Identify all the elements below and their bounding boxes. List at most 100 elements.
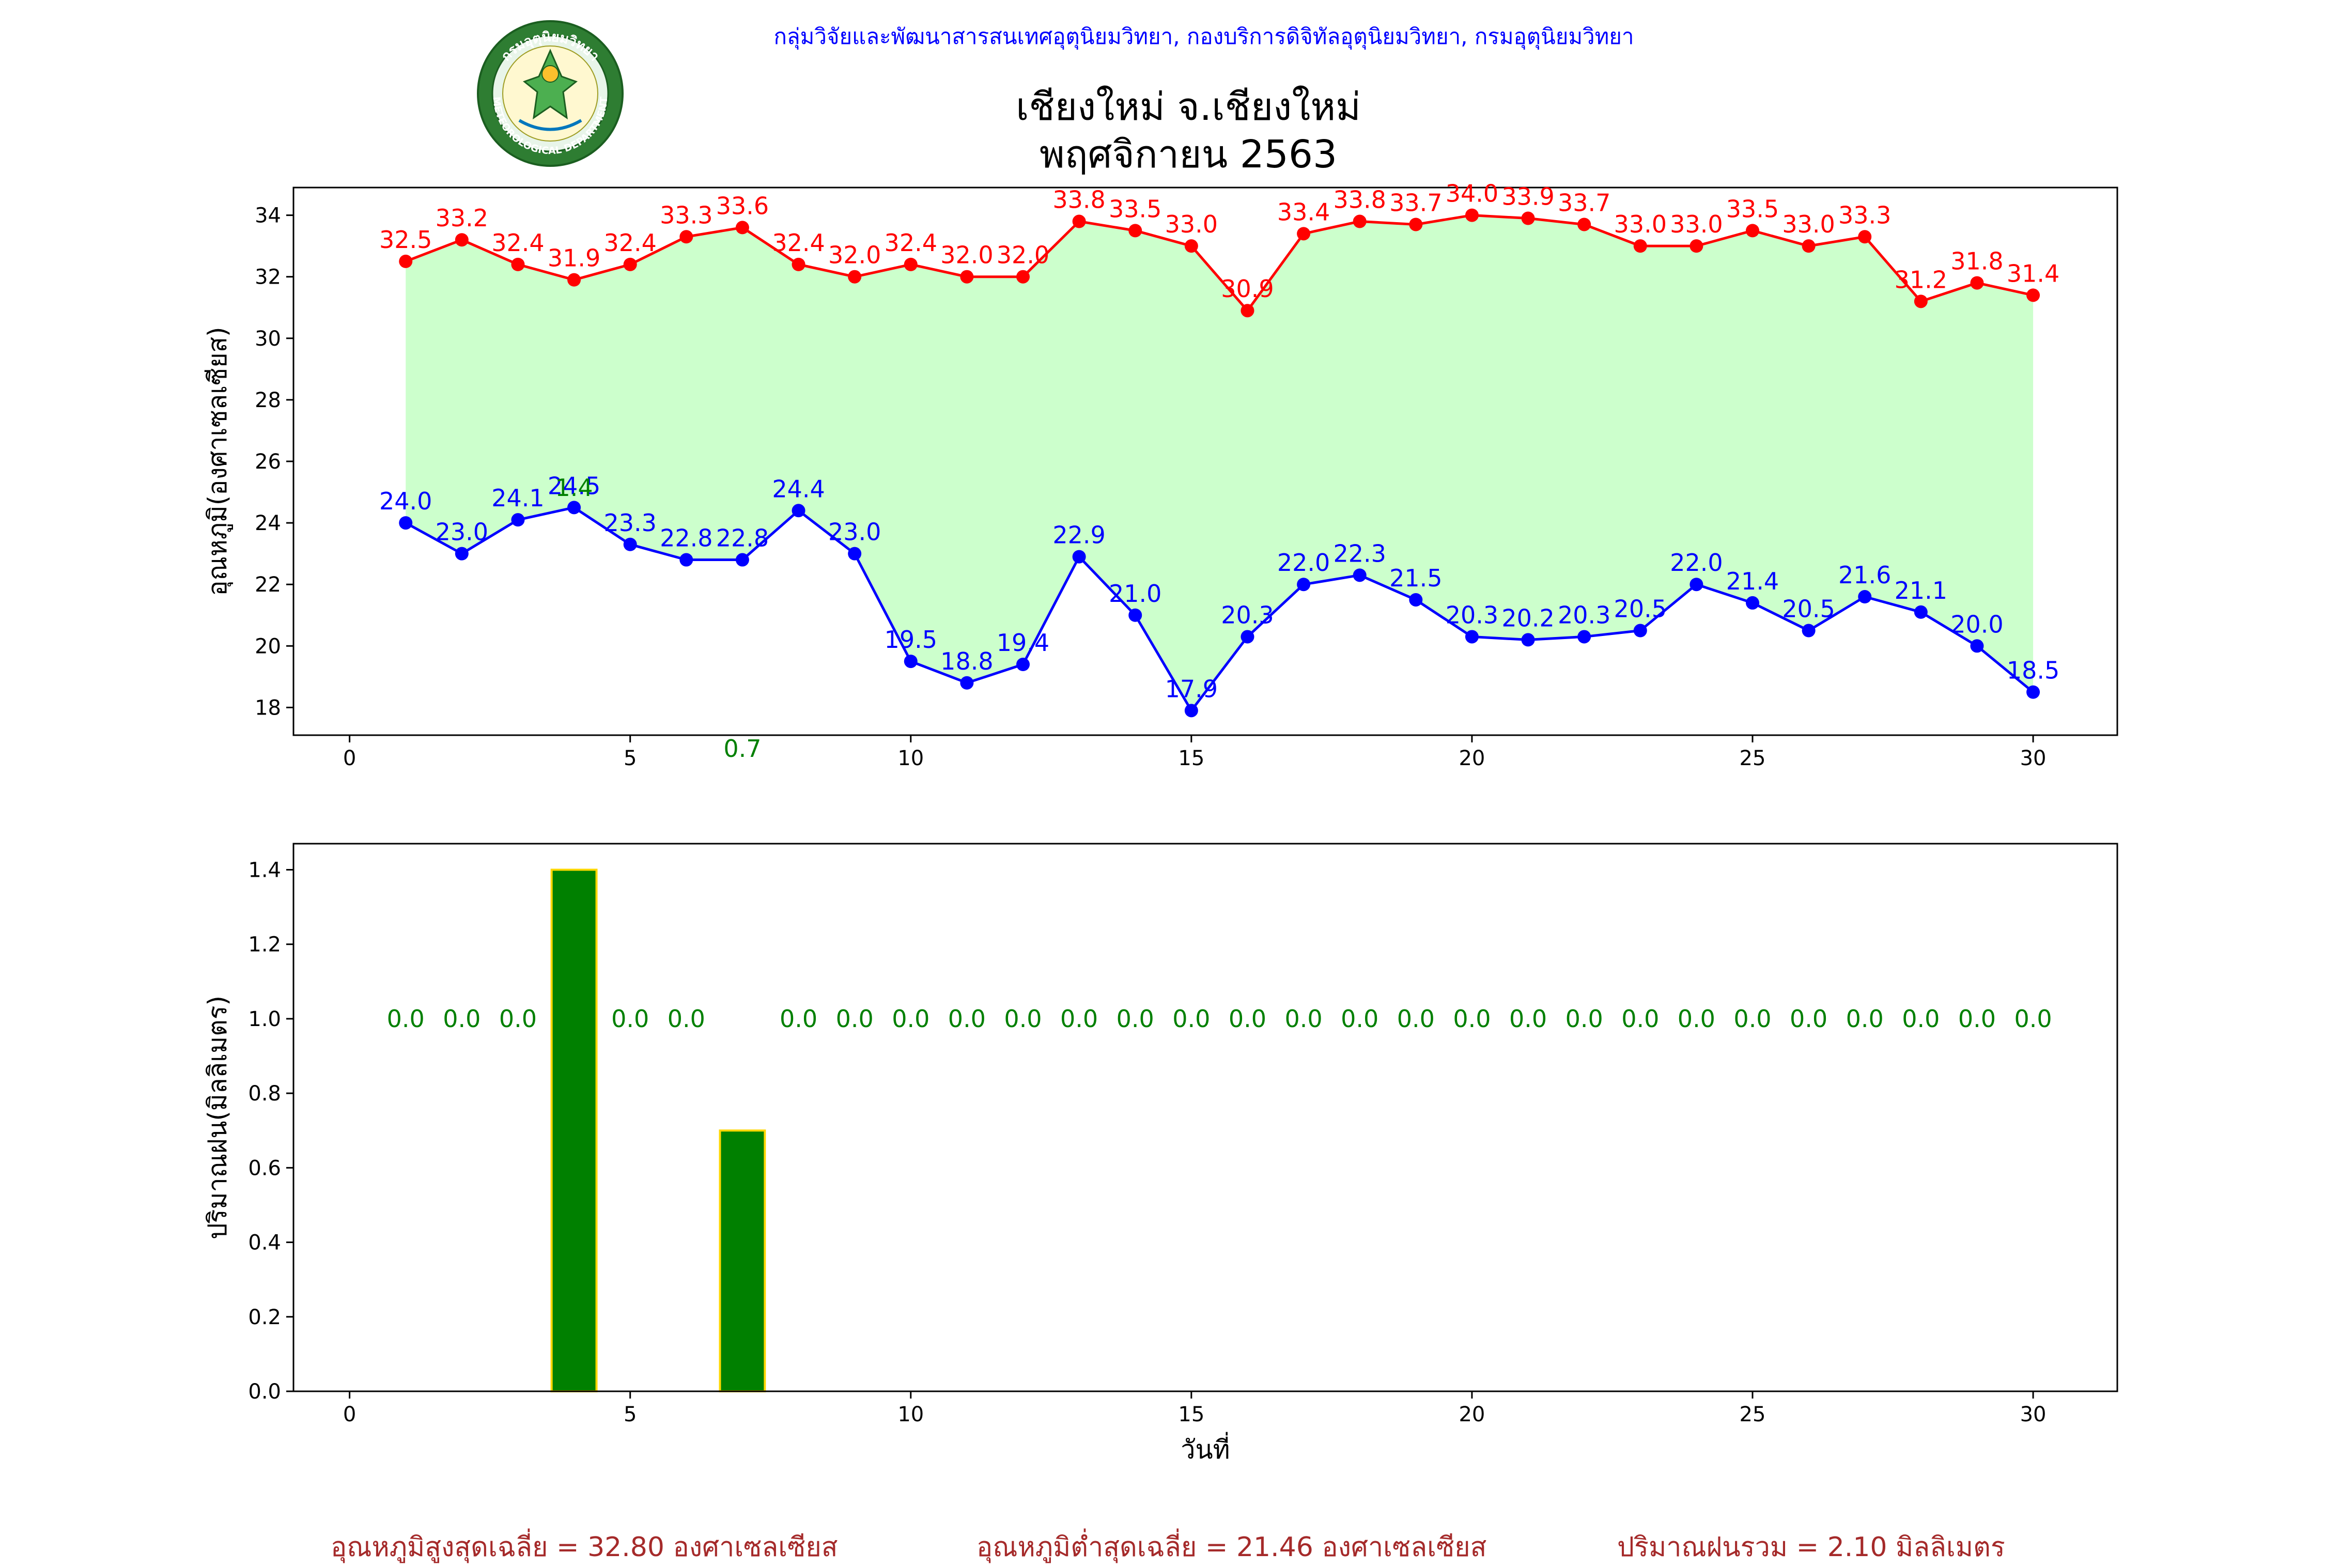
agency-credit: กลุ่มวิจัยและพัฒนาสารสนเทศอุตุนิยมวิทยา,… [773,24,1634,49]
summary-min-temp-average: อุณหภูมิต่ำสุดเฉลี่ย = 21.46 องศาเซลเซีย… [977,1532,1487,1563]
temp-y-tick-label: 34 [255,204,281,228]
min-temp-value-label: 22.0 [1277,549,1330,577]
rain-value-label: 0.0 [2014,1005,2052,1033]
min-temp-point [1241,630,1254,644]
rain-value-label: 0.0 [948,1005,986,1033]
department-logo: กรมอุตุนิยมวิทยา METEOROLOGICAL DEPARTME… [477,20,624,167]
temp-y-tick-label: 24 [255,511,281,535]
max-temp-point [399,254,413,268]
max-temp-value-label: 33.3 [660,201,712,229]
rain-value-label: 0.0 [443,1005,481,1033]
max-temp-point [1016,270,1030,284]
min-temp-value-label: 18.8 [940,647,993,675]
rain-value-label: 0.0 [1733,1005,1771,1033]
rain-value-label: 0.0 [1060,1005,1098,1033]
max-temp-point [1858,230,1872,244]
rain-bar [550,868,598,1392]
rain-value-label: 0.0 [1117,1005,1154,1033]
max-temp-value-label: 33.0 [1670,210,1723,238]
min-temp-point [1914,605,1928,619]
max-temp-value-label: 30.9 [1221,275,1274,303]
min-temp-point [960,676,974,690]
max-temp-value-label: 33.5 [1726,195,1779,223]
temp-rain-annotation: 0.7 [723,735,761,763]
rain-value-label: 0.0 [1958,1005,1996,1033]
summary-rain-total: ปริมาณฝนรวม = 2.10 มิลลิเมตร [1617,1532,2005,1563]
min-temp-value-label: 18.5 [2007,657,2059,685]
temp-y-tick-label: 30 [255,327,281,351]
min-temp-point [1577,630,1591,644]
max-temp-point [904,257,918,271]
max-temp-point [792,257,805,271]
max-temp-value-label: 33.2 [436,204,488,232]
rain-bar [719,1129,766,1392]
max-temp-value-label: 33.3 [1838,201,1891,229]
min-temp-value-label: 24.1 [491,484,544,512]
rain-value-label: 0.0 [611,1005,649,1033]
max-temp-point [1184,239,1198,253]
summary-max-temp-average: อุณหภูมิสูงสุดเฉลี่ย = 32.80 องศาเซลเซีย… [331,1532,838,1563]
max-temp-value-label: 31.2 [1895,266,1947,293]
min-temp-point [623,537,637,551]
min-temp-value-label: 24.0 [379,487,432,515]
min-temp-point [1690,578,1703,592]
max-temp-point [1577,218,1591,231]
min-temp-value-label: 20.3 [1558,601,1610,629]
rain-y-tick-label: 1.4 [248,858,281,882]
max-temp-value-label: 33.7 [1389,189,1442,216]
max-temp-point [1521,211,1535,225]
min-temp-value-label: 20.5 [1614,595,1667,623]
rain-value-label: 0.0 [668,1005,705,1033]
min-temp-value-label: 24.4 [772,475,825,503]
max-temp-value-label: 31.9 [548,244,600,272]
max-temp-value-label: 33.4 [1277,198,1330,226]
rain-y-tick-label: 0.0 [248,1380,281,1404]
max-temp-value-label: 33.8 [1333,186,1386,214]
min-temp-point [2026,685,2040,699]
max-temp-point [735,221,749,235]
temp-y-tick-label: 22 [255,573,281,597]
min-temp-value-label: 20.5 [1782,595,1835,623]
rain-x-tick-label: 10 [897,1403,924,1426]
temp-y-axis-label: อุณหภูมิ(องศาเซลเซียส) [203,327,233,596]
max-temp-point [1914,294,1928,308]
min-temp-value-label: 20.3 [1221,601,1274,629]
max-temp-value-label: 33.0 [1614,210,1667,238]
max-temp-point [848,270,862,284]
min-temp-value-label: 17.9 [1165,675,1218,703]
rain-x-axis-label: วันที่ [1181,1432,1230,1465]
rain-value-label: 0.0 [836,1005,874,1033]
rain-value-label: 0.0 [1790,1005,1827,1033]
min-temp-point [679,553,693,567]
rain-y-tick-label: 0.2 [248,1306,281,1329]
max-temp-value-label: 34.0 [1446,180,1498,208]
rain-x-tick-label: 0 [343,1403,356,1426]
max-temp-point [1241,304,1254,318]
rain-x-tick-label: 20 [1459,1403,1485,1426]
temp-y-tick-label: 32 [255,266,281,289]
rain-x-tick-label: 5 [624,1403,637,1426]
rain-value-label: 0.0 [387,1005,425,1033]
min-temp-value-label: 20.2 [1501,604,1554,632]
max-temp-value-label: 32.0 [997,241,1049,269]
min-temp-point [1016,658,1030,672]
min-temp-value-label: 23.3 [603,509,656,537]
min-temp-value-label: 19.5 [885,626,937,654]
min-temp-point [1746,596,1759,610]
min-temp-point [1802,624,1816,638]
max-temp-point [1970,276,1984,290]
max-temp-value-label: 33.6 [716,192,769,220]
max-temp-value-label: 33.9 [1501,183,1554,211]
min-temp-point [848,547,862,561]
min-temp-value-label: 21.6 [1838,561,1891,589]
temp-y-tick-label: 28 [255,389,281,412]
max-temp-point [1353,214,1367,228]
min-temp-value-label: 21.4 [1726,567,1779,595]
min-temp-value-label: 19.4 [997,629,1049,657]
temp-x-tick-label: 10 [897,747,924,770]
max-temp-value-label: 33.7 [1558,189,1610,216]
temp-x-tick-label: 5 [624,747,637,770]
min-temp-value-label: 22.9 [1052,521,1105,549]
min-temp-value-label: 22.0 [1670,549,1723,577]
min-temp-value-label: 22.8 [716,524,769,552]
